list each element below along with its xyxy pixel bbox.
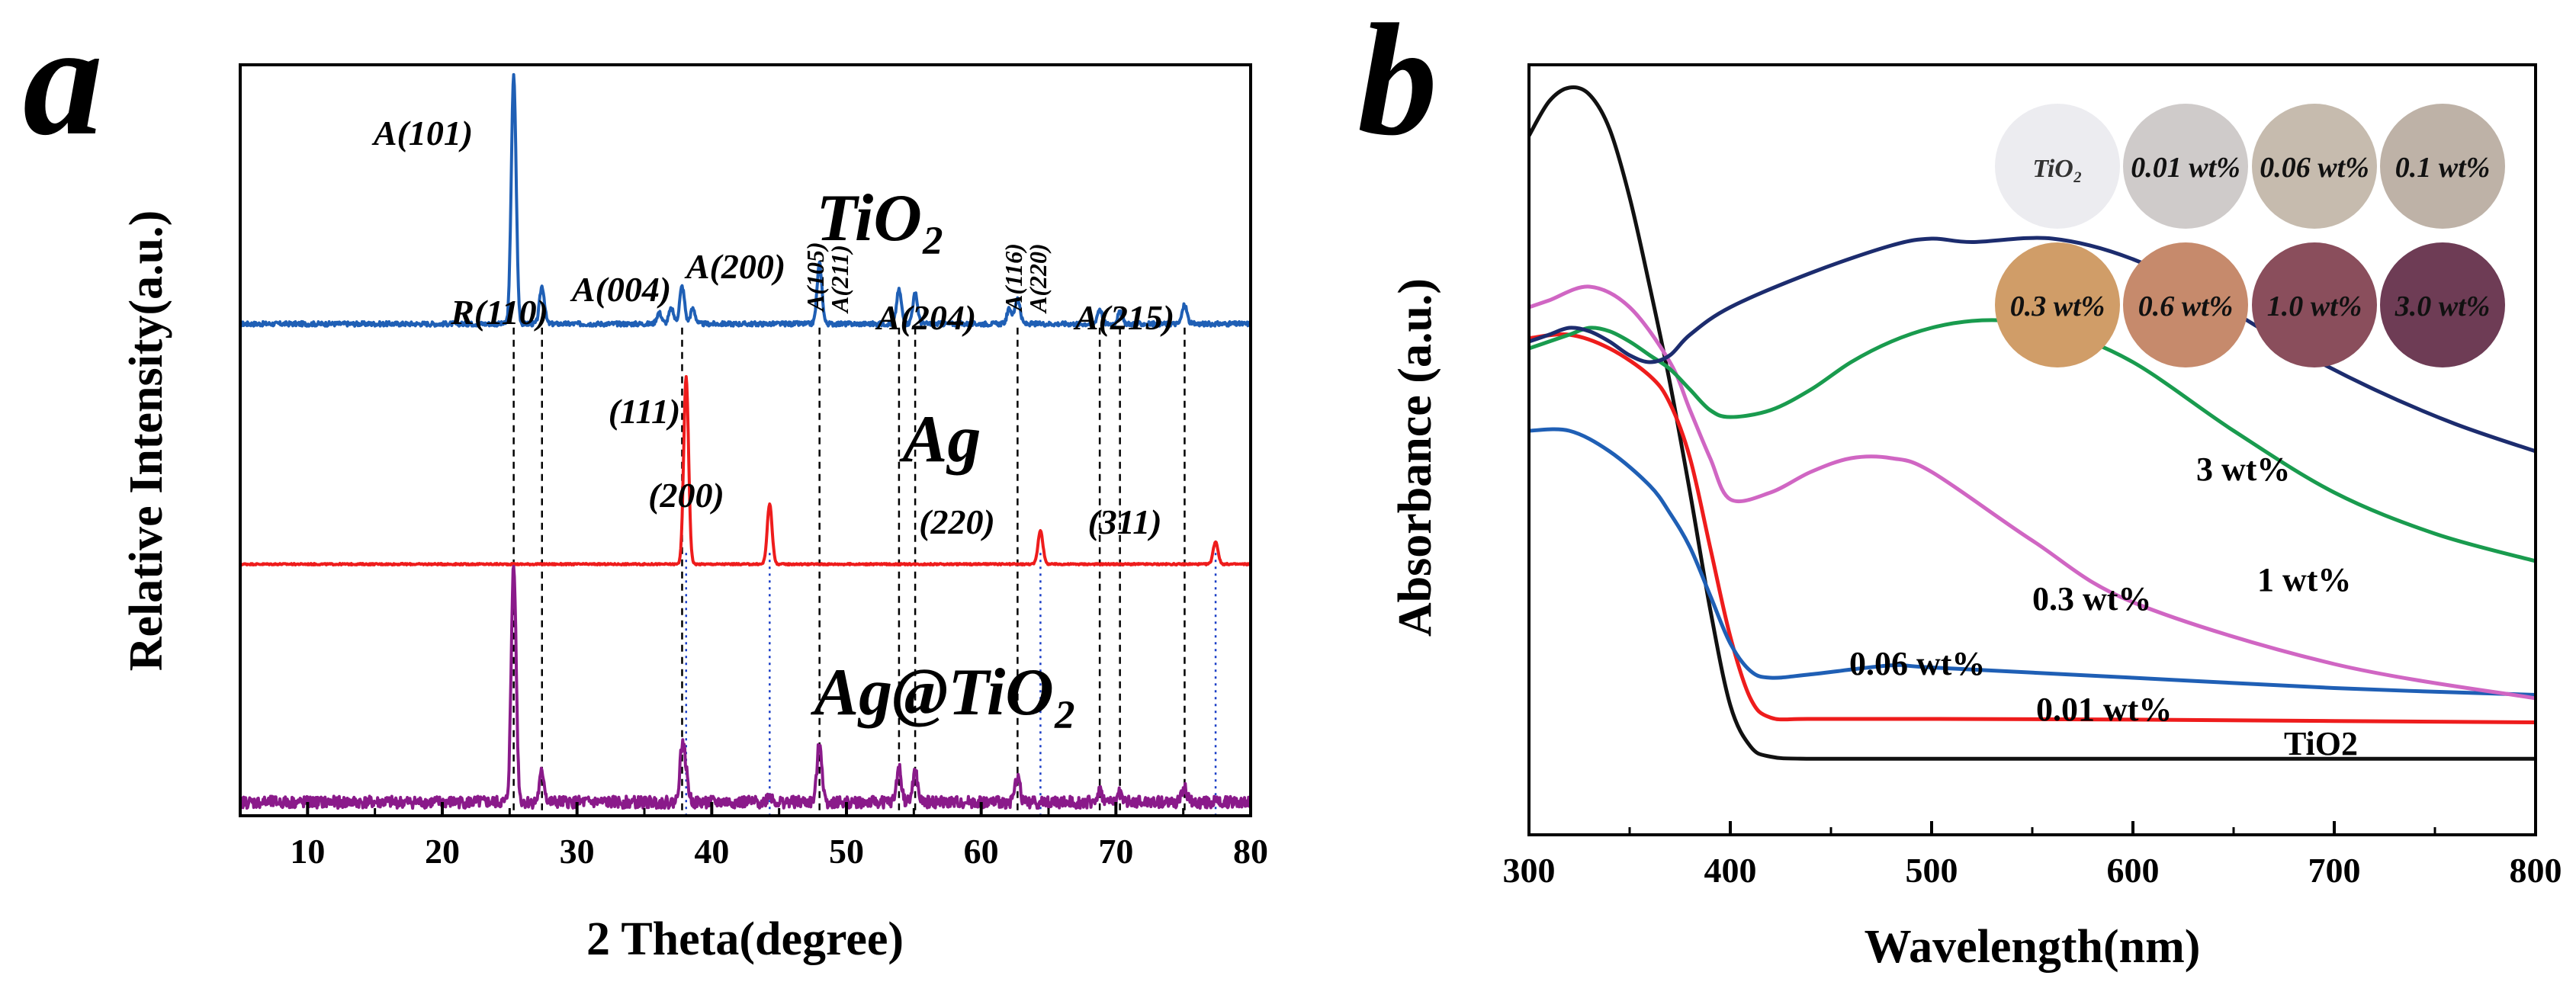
panel-b-x-ticks: 300 400 500 600 700 800 <box>1503 821 2562 890</box>
curve-label-001wt: 0.01 wt% <box>2036 691 2172 728</box>
curve-label-006wt: 0.06 wt% <box>1849 645 1985 682</box>
sample-photo-label: 0.06 wt% <box>2260 152 2369 184</box>
x-tick-label: 50 <box>829 832 864 871</box>
peak-annotation: A(220) <box>1024 243 1052 314</box>
curve-label-tio2: TiO2 <box>2284 725 2358 762</box>
x-tick-label: 400 <box>1704 851 1757 890</box>
curve-label-3wt: 3 wt% <box>2196 451 2290 488</box>
peak-annotation: A(215) <box>1073 298 1174 337</box>
figure-canvas: a 10 20 30 40 50 60 70 80 2 Theta(degree) Relat… <box>0 0 2576 985</box>
peak-annotation: R(110) <box>450 293 548 332</box>
x-tick-label: 800 <box>2510 851 2562 890</box>
sample-photo-label: 0.6 wt% <box>2138 290 2234 322</box>
x-tick-label: 10 <box>290 832 325 871</box>
panel-a-x-ticks: 10 20 30 40 50 60 70 80 <box>240 802 1268 871</box>
x-tick-label: 700 <box>2308 851 2361 890</box>
series-label-ag-tio2: Ag@TiO₂ <box>810 656 1077 730</box>
panel-a-label: a <box>23 0 103 168</box>
panel-a: a 10 20 30 40 50 60 70 80 2 Theta(degree) Relat… <box>23 0 1268 965</box>
x-tick-label: 600 <box>2107 851 2160 890</box>
peak-annotation: (200) <box>648 476 724 515</box>
sample-photo-label: 1.0 wt% <box>2267 290 2362 322</box>
x-tick-label: 40 <box>694 832 729 871</box>
x-tick-label: 20 <box>425 832 460 871</box>
series-line-0-06-wt- <box>1529 429 2536 695</box>
peak-annotation: (311) <box>1087 502 1161 541</box>
panel-b-label: b <box>1357 0 1437 168</box>
peak-annotation: A(116) <box>1000 243 1027 313</box>
inset-sample-photos: TiO₂ 0.01 wt% 0.06 wt% 0.1 wt% 0.3 wt% 0.6 wt… <box>1995 104 2505 367</box>
series-line-tio2 <box>240 75 1251 326</box>
peak-annotation: A(004) <box>570 270 671 309</box>
sample-photo-label: 0.01 wt% <box>2131 152 2240 184</box>
x-tick-label: 500 <box>1906 851 1958 890</box>
series-label-ag: Ag <box>899 403 981 476</box>
peak-annotation: A(101) <box>371 114 473 152</box>
panel-a-x-axis-label: 2 Theta(degree) <box>586 913 904 965</box>
curve-label-1wt: 1 wt% <box>2257 561 2351 598</box>
panel-b-x-axis-label: Wavelength(nm) <box>1865 921 2201 973</box>
sample-photo-label: 0.1 wt% <box>2395 152 2491 184</box>
panel-b-y-axis-label: Absorbance (a.u.) <box>1389 278 1441 637</box>
curve-label-03wt: 0.3 wt% <box>2032 580 2151 618</box>
peak-annotation: A(105) <box>801 242 829 313</box>
series-label-tio2: TiO₂ <box>816 181 945 255</box>
x-tick-label: 60 <box>964 832 999 871</box>
x-tick-label: 300 <box>1503 851 1556 890</box>
peak-annotation: A(204) <box>875 298 976 337</box>
sample-photo-label: 0.3 wt% <box>2010 290 2105 322</box>
peak-annotation: A(200) <box>684 247 785 286</box>
peak-annotation: (111) <box>609 392 681 431</box>
panel-a-y-axis-label: Relative Intensity(a.u.) <box>120 210 172 671</box>
peak-annotation: (220) <box>919 502 995 541</box>
peak-annotation: A(211) <box>826 245 853 314</box>
sample-photo-label: TiO₂ <box>2032 155 2082 183</box>
x-tick-label: 30 <box>560 832 595 871</box>
sample-photo-label: 3.0 wt% <box>2395 290 2491 322</box>
x-tick-label: 70 <box>1098 832 1133 871</box>
x-tick-label: 80 <box>1233 832 1268 871</box>
panel-b: b 300 400 500 600 700 800 Wavelength(nm) Abso… <box>1357 0 2562 973</box>
